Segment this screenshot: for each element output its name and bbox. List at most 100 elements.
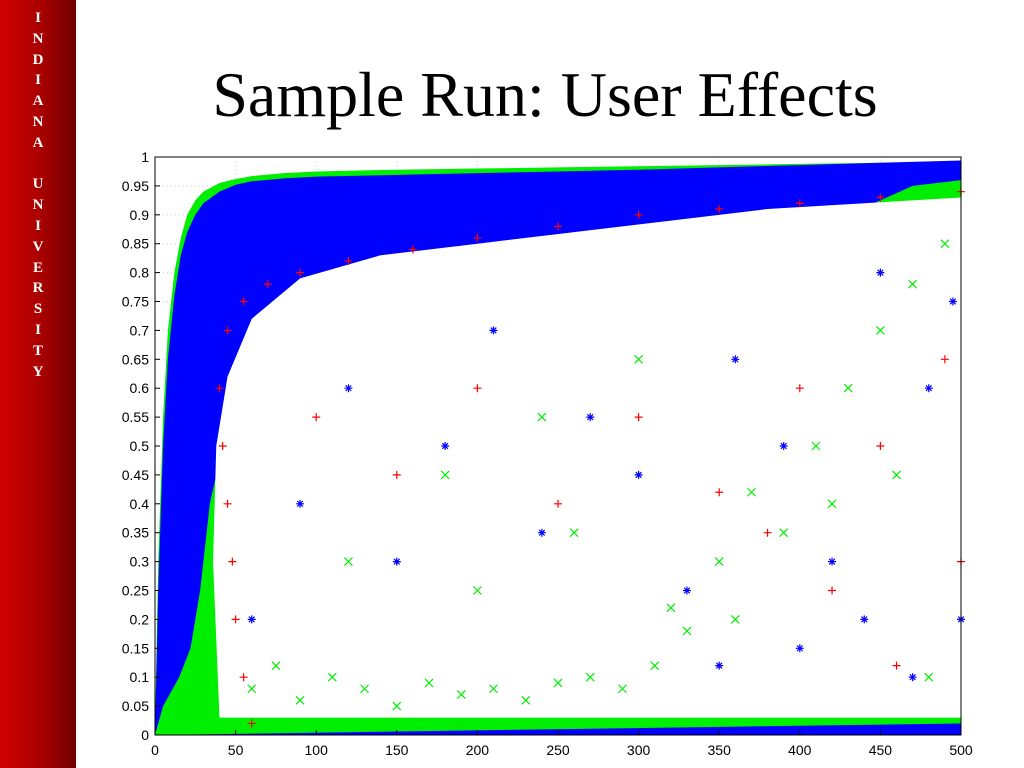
data-point: [634, 210, 643, 219]
x-tick-label: 350: [708, 742, 732, 758]
scatter-points: [215, 187, 965, 728]
data-point: [489, 684, 498, 694]
x-tick-label: 500: [949, 742, 973, 758]
data-point: [223, 499, 232, 508]
data-point: [239, 673, 248, 682]
data-point: [537, 412, 547, 422]
sidebar-letter: U: [32, 176, 44, 193]
data-point: [554, 222, 562, 231]
data-point: [296, 268, 305, 277]
data-point: [473, 384, 482, 393]
data-point: [876, 193, 885, 202]
y-tick-label: 1: [141, 149, 149, 165]
x-tick-label: 200: [466, 742, 490, 758]
data-point: [650, 661, 660, 671]
data-point: [715, 205, 724, 214]
data-point: [827, 499, 837, 509]
y-tick-label: 0: [141, 727, 149, 743]
sidebar-letter: N: [32, 113, 44, 130]
data-point: [908, 279, 918, 289]
data-point: [408, 245, 417, 254]
y-tick-label: 0.5: [130, 438, 150, 454]
sidebar-letter: V: [32, 238, 44, 255]
sidebar-letter: T: [32, 342, 43, 359]
y-tick-label: 0.7: [130, 322, 150, 338]
y-tick-label: 0.15: [122, 640, 149, 656]
data-point: [860, 615, 869, 624]
data-point: [585, 672, 595, 682]
data-point: [828, 586, 837, 595]
data-point: [924, 384, 933, 393]
sidebar-letter: I: [35, 217, 41, 234]
x-tick-label: 50: [228, 742, 244, 758]
scatter-chart: 0 50 100 150 200 250 300 350 400 450 500 0 0.05 0.1 0.…: [108, 142, 988, 764]
x-tick-label: 400: [788, 742, 812, 758]
data-point: [948, 297, 957, 306]
sidebar-letter: D: [32, 51, 44, 68]
data-point: [440, 470, 450, 480]
data-point: [228, 557, 237, 566]
data-point: [634, 354, 644, 364]
sidebar-letter: I: [35, 10, 41, 26]
data-point: [263, 280, 272, 289]
data-point: [908, 673, 917, 682]
sidebar-letter: R: [32, 280, 44, 297]
data-point: [360, 684, 369, 694]
university-sidebar: I N D I A N A U N I V E R S I T Y: [0, 0, 76, 768]
data-point: [730, 614, 740, 624]
data-point: [634, 413, 643, 422]
y-tick-label: 0.8: [130, 265, 150, 281]
data-point: [218, 442, 227, 450]
sidebar-letter: N: [32, 197, 44, 214]
sidebar-letter: [0, 154, 76, 175]
data-point: [344, 557, 353, 567]
data-point: [892, 661, 901, 670]
y-tick-label: 0.85: [122, 236, 149, 252]
data-point: [682, 626, 692, 636]
data-point: [554, 499, 562, 508]
data-point: [569, 528, 579, 538]
band-interior: [213, 197, 962, 718]
y-tick-label: 0.3: [130, 554, 150, 570]
data-point: [715, 488, 724, 497]
sidebar-letter: A: [32, 134, 44, 151]
y-tick-label: 0.6: [130, 380, 150, 396]
data-point: [231, 615, 240, 624]
x-tick-label: 450: [869, 742, 893, 758]
data-point: [828, 557, 837, 566]
y-tick-label: 0.55: [122, 409, 149, 425]
y-tick-label: 0.1: [130, 669, 150, 685]
x-tick-label: 0: [151, 742, 159, 758]
data-point: [875, 325, 885, 335]
data-point: [666, 603, 676, 613]
data-point: [392, 470, 401, 479]
data-point: [634, 470, 643, 479]
scatter-plot-svg: 0 50 100 150 200 250 300 350 400 450 500 0 0.05 0.1 0.…: [108, 142, 988, 764]
sidebar-wordmark: I N D I A N A U N I V E R S I T Y: [0, 8, 76, 382]
sidebar-letter: Y: [32, 363, 44, 380]
y-tick-label: 0.05: [122, 698, 149, 714]
data-point: [843, 383, 853, 393]
data-point: [892, 470, 901, 480]
data-point: [296, 499, 305, 508]
data-point: [876, 268, 885, 277]
data-point: [924, 672, 934, 682]
y-tick-label: 0.65: [122, 351, 149, 367]
data-point: [441, 442, 450, 450]
data-point: [456, 690, 466, 699]
y-tick-label: 0.95: [122, 178, 149, 194]
data-point: [521, 695, 531, 705]
data-point: [714, 557, 724, 567]
y-tick-label: 0.2: [130, 611, 150, 627]
sidebar-letter: S: [33, 301, 43, 318]
y-tick-label: 0.9: [130, 207, 150, 223]
data-point: [795, 384, 804, 393]
data-point: [876, 442, 885, 450]
y-tick-label: 0.45: [122, 467, 149, 483]
data-point: [795, 644, 804, 653]
data-point: [247, 719, 256, 728]
x-tick-label: 300: [627, 742, 651, 758]
data-point: [392, 557, 401, 566]
sidebar-letter: E: [32, 259, 43, 276]
sidebar-letter: N: [32, 30, 44, 47]
